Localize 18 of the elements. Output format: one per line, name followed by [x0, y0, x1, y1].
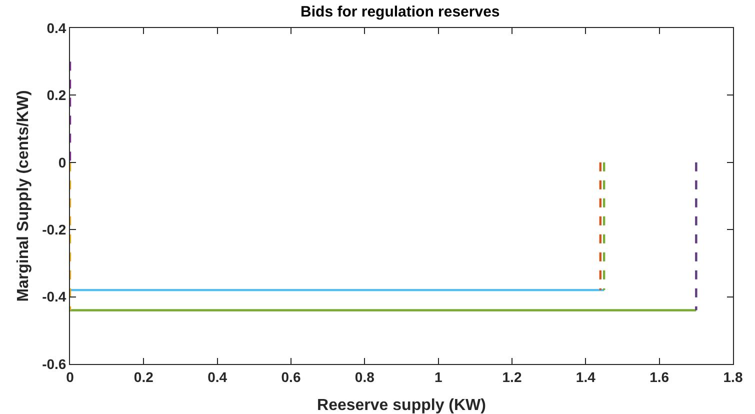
- y-tick-label: -0.2: [42, 222, 66, 238]
- y-tick-label: -0.4: [42, 288, 66, 305]
- x-tick-label: 0.2: [134, 368, 154, 385]
- x-tick-label: 1.2: [502, 368, 522, 385]
- y-tick-label: 0.4: [46, 20, 66, 36]
- y-tick-label: 0.2: [46, 87, 66, 104]
- y-tick-label: 0: [58, 154, 66, 170]
- x-tick-label: 0.4: [208, 368, 228, 385]
- x-tick-label: 1.8: [723, 368, 743, 385]
- y-tick-label: -0.6: [42, 356, 66, 372]
- x-axis-title: Reeserve supply (KW): [317, 397, 486, 414]
- y-axis-title: Marginal Supply (cents/KW): [15, 90, 32, 302]
- x-tick-label: 1.6: [650, 368, 670, 385]
- x-tick-label: 0.6: [281, 368, 301, 385]
- x-tick-label: 1.4: [576, 368, 596, 385]
- chart-title: Bids for regulation reserves: [300, 4, 500, 21]
- x-tick-label: 1: [434, 368, 442, 385]
- x-tick-label: 0.8: [354, 368, 375, 385]
